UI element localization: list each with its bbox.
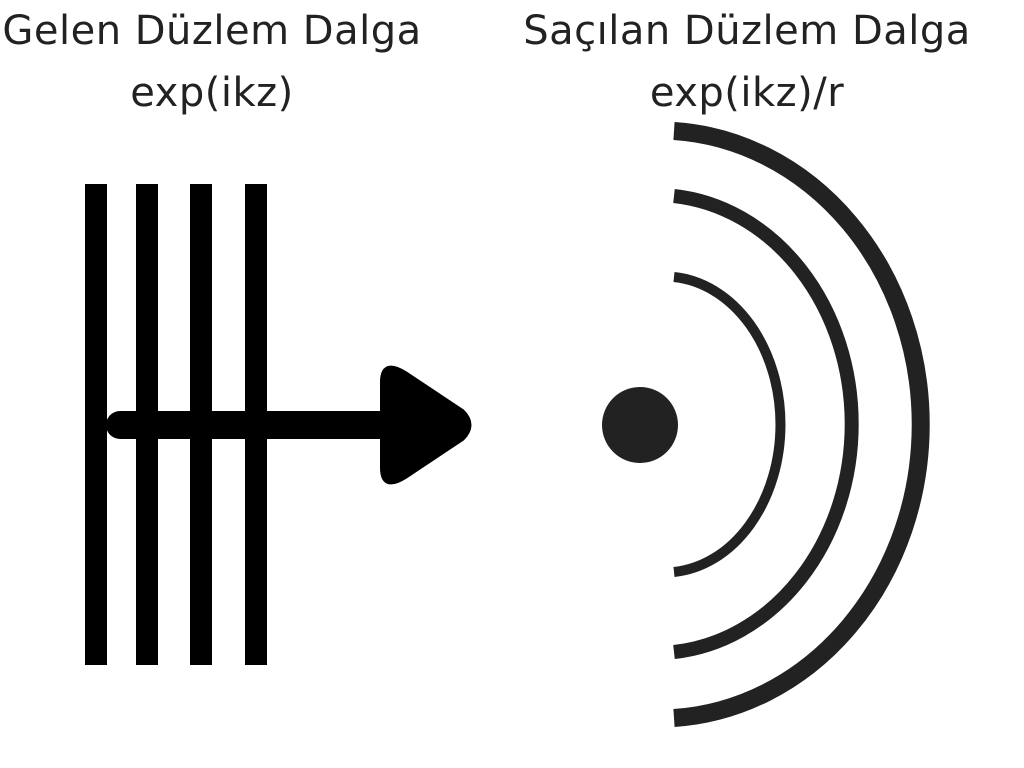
scattered-wave-title: Saçılan Düzlem Dalga <box>523 8 971 54</box>
scattered-wave-formula: exp(ikz)/r <box>649 70 845 116</box>
scatterer-dot <box>602 387 678 463</box>
arrow-head <box>380 365 472 485</box>
scattered-arc-middle <box>673 189 859 659</box>
wavefront-line <box>85 184 107 665</box>
propagation-arrow <box>106 365 472 485</box>
scattered-arc-outer <box>673 122 930 727</box>
incident-wave-title: Gelen Düzlem Dalga <box>2 8 422 54</box>
scattered-arc-inner <box>673 272 786 577</box>
incident-wave-formula: exp(ikz) <box>130 70 294 116</box>
scattered-wavefronts <box>673 122 930 727</box>
scattered-wave-label: Saçılan Düzlem Dalga exp(ikz)/r <box>510 0 984 124</box>
incident-wave-label: Gelen Düzlem Dalga exp(ikz) <box>0 0 424 124</box>
